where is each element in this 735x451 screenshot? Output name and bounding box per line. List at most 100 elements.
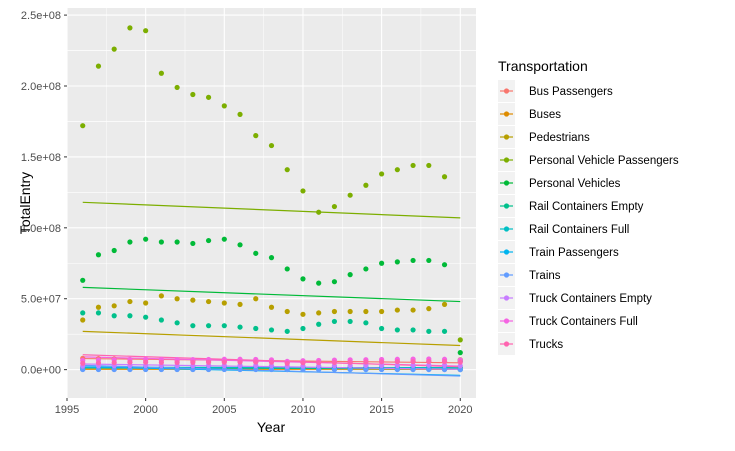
legend-label-truck-containers-empty: Truck Containers Empty [529,293,652,305]
point-personal-vehicles [363,266,368,271]
point-personal-vehicles [426,258,431,263]
point-pedestrians [442,302,447,307]
point-personal-vehicles [332,279,337,284]
point-personal-vehicle-passengers [175,85,180,90]
point-trucks [348,360,353,365]
point-rail-containers-empty [206,323,211,328]
point-personal-vehicle-passengers [112,47,117,52]
point-personal-vehicles [395,259,400,264]
legend-label-rail-containers-full: Rail Containers Full [529,224,629,236]
y-axis-title: TotalEntry [17,172,33,234]
x-tick-label: 2020 [448,404,472,416]
legend-label-truck-containers-full: Truck Containers Full [529,316,638,328]
point-pedestrians [426,306,431,311]
point-rail-containers-empty [175,320,180,325]
point-personal-vehicles [379,261,384,266]
point-personal-vehicles [458,350,463,355]
point-rail-containers-empty [300,326,305,331]
point-rail-containers-empty [222,323,227,328]
legend-point-pedestrians [504,134,509,139]
point-trucks [253,359,258,364]
point-trucks [175,360,180,365]
point-personal-vehicle-passengers [316,210,321,215]
point-rail-containers-empty [96,310,101,315]
point-rail-containers-empty [285,329,290,334]
y-tick-label: 2.5e+08 [21,10,61,22]
point-trucks [300,360,305,365]
point-personal-vehicles [237,242,242,247]
point-trucks [127,360,132,365]
x-tick-label: 2015 [369,404,393,416]
point-personal-vehicle-passengers [458,337,463,342]
point-rail-containers-empty [159,317,164,322]
legend-point-truck-containers-empty [504,295,509,300]
plot-panel [67,8,476,398]
point-rail-containers-empty [332,319,337,324]
point-rail-containers-empty [269,327,274,332]
point-trucks [206,360,211,365]
point-personal-vehicles [190,241,195,246]
point-rail-containers-empty [316,322,321,327]
point-personal-vehicle-passengers [159,71,164,76]
point-trucks [143,360,148,365]
point-trucks [80,361,85,366]
point-rail-containers-empty [143,315,148,320]
point-rail-containers-empty [253,326,258,331]
point-trucks [237,359,242,364]
x-axis-title: Year [257,419,286,435]
legend-label-bus-passengers: Bus Passengers [529,86,613,98]
point-personal-vehicles [159,239,164,244]
point-pedestrians [348,309,353,314]
point-personal-vehicles [348,272,353,277]
point-rail-containers-empty [395,327,400,332]
point-personal-vehicle-passengers [348,193,353,198]
x-tick-label: 1995 [55,404,79,416]
point-personal-vehicles [143,237,148,242]
point-pedestrians [112,303,117,308]
point-personal-vehicles [253,251,258,256]
point-personal-vehicle-passengers [442,174,447,179]
y-tick-label: 5.0e+07 [21,294,61,306]
point-pedestrians [222,300,227,305]
point-rail-containers-empty [426,329,431,334]
point-pedestrians [127,299,132,304]
legend-point-buses [504,111,509,116]
legend-label-personal-vehicle-passengers: Personal Vehicle Passengers [529,155,679,167]
point-personal-vehicle-passengers [300,188,305,193]
point-personal-vehicle-passengers [426,163,431,168]
legend-label-personal-vehicles: Personal Vehicles [529,178,621,190]
point-pedestrians [143,300,148,305]
x-tick-label: 2005 [212,404,236,416]
point-pedestrians [96,305,101,310]
point-trucks [332,360,337,365]
point-pedestrians [190,298,195,303]
legend-point-rail-containers-empty [504,203,509,208]
point-personal-vehicle-passengers [395,167,400,172]
point-pedestrians [379,309,384,314]
point-personal-vehicles [300,276,305,281]
x-tick-label: 2010 [291,404,315,416]
point-rail-containers-empty [410,327,415,332]
point-trains [426,367,431,372]
legend-point-trucks [504,341,509,346]
y-tick-label: 2.0e+08 [21,81,61,93]
point-rail-containers-empty [379,326,384,331]
point-personal-vehicles [206,238,211,243]
point-personal-vehicle-passengers [190,92,195,97]
point-personal-vehicle-passengers [222,103,227,108]
point-trucks [159,360,164,365]
point-personal-vehicle-passengers [253,133,258,138]
legend-point-personal-vehicle-passengers [504,157,509,162]
point-personal-vehicles [112,248,117,253]
point-trucks [96,360,101,365]
legend-label-trucks: Trucks [529,339,563,351]
legend-point-bus-passengers [504,88,509,93]
legend-label-trains: Trains [529,270,561,282]
legend-point-rail-containers-full [504,226,509,231]
point-pedestrians [363,309,368,314]
point-personal-vehicles [316,281,321,286]
y-tick-label: 1.5e+08 [21,152,61,164]
point-pedestrians [175,296,180,301]
point-rail-containers-empty [190,323,195,328]
point-personal-vehicle-passengers [332,204,337,209]
